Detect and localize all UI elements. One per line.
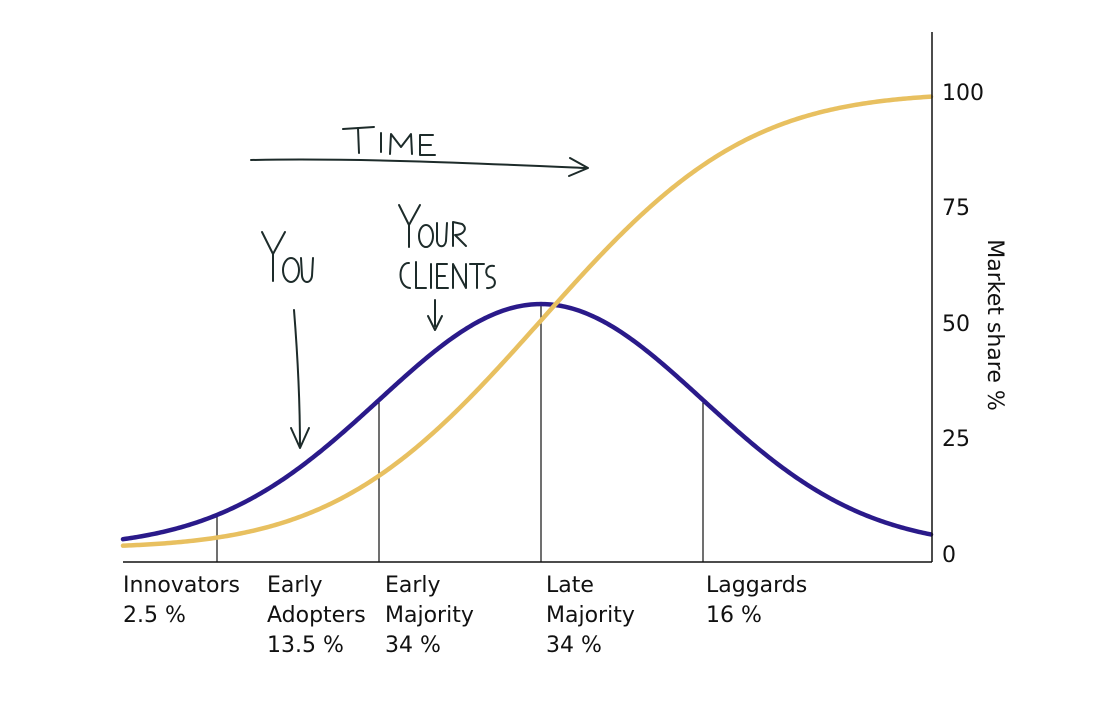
- svg-text:Innovators: Innovators: [123, 573, 240, 598]
- svg-text:Laggards: Laggards: [706, 573, 807, 598]
- y-tick-label: 50: [942, 312, 970, 337]
- time-annotation: [250, 126, 589, 177]
- svg-text:Majority: Majority: [385, 603, 474, 628]
- y-tick-label: 0: [942, 543, 956, 568]
- your-clients-annotation: [398, 204, 496, 331]
- adoption-bell-curve: [120, 301, 934, 542]
- y-tick-label: 75: [942, 196, 970, 221]
- svg-text:34 %: 34 %: [385, 633, 441, 658]
- svg-text:13.5 %: 13.5 %: [267, 633, 344, 658]
- svg-text:Early: Early: [267, 573, 323, 598]
- svg-text:Adopters: Adopters: [267, 603, 366, 628]
- svg-text:Late: Late: [546, 573, 594, 598]
- y-tick-label: 100: [942, 81, 984, 106]
- svg-text:Early: Early: [385, 573, 441, 598]
- svg-text:34 %: 34 %: [546, 633, 602, 658]
- svg-text:16 %: 16 %: [706, 603, 762, 628]
- y-axis-title: Market share %: [982, 239, 1007, 411]
- y-tick-label: 25: [942, 427, 970, 452]
- segment-label-innovators: Innovators 2.5 %: [123, 573, 240, 628]
- segment-label-early-majority: Early Majority 34 %: [385, 573, 474, 658]
- you-annotation: [261, 231, 314, 449]
- svg-text:Majority: Majority: [546, 603, 635, 628]
- segment-label-late-majority: Late Majority 34 %: [546, 573, 635, 658]
- chart-marks: [120, 94, 934, 562]
- segment-label-laggards: Laggards 16 %: [706, 573, 807, 628]
- market-share-s-curve: [120, 94, 934, 548]
- svg-text:2.5 %: 2.5 %: [123, 603, 186, 628]
- segment-label-early-adopters: Early Adopters 13.5 %: [267, 573, 366, 658]
